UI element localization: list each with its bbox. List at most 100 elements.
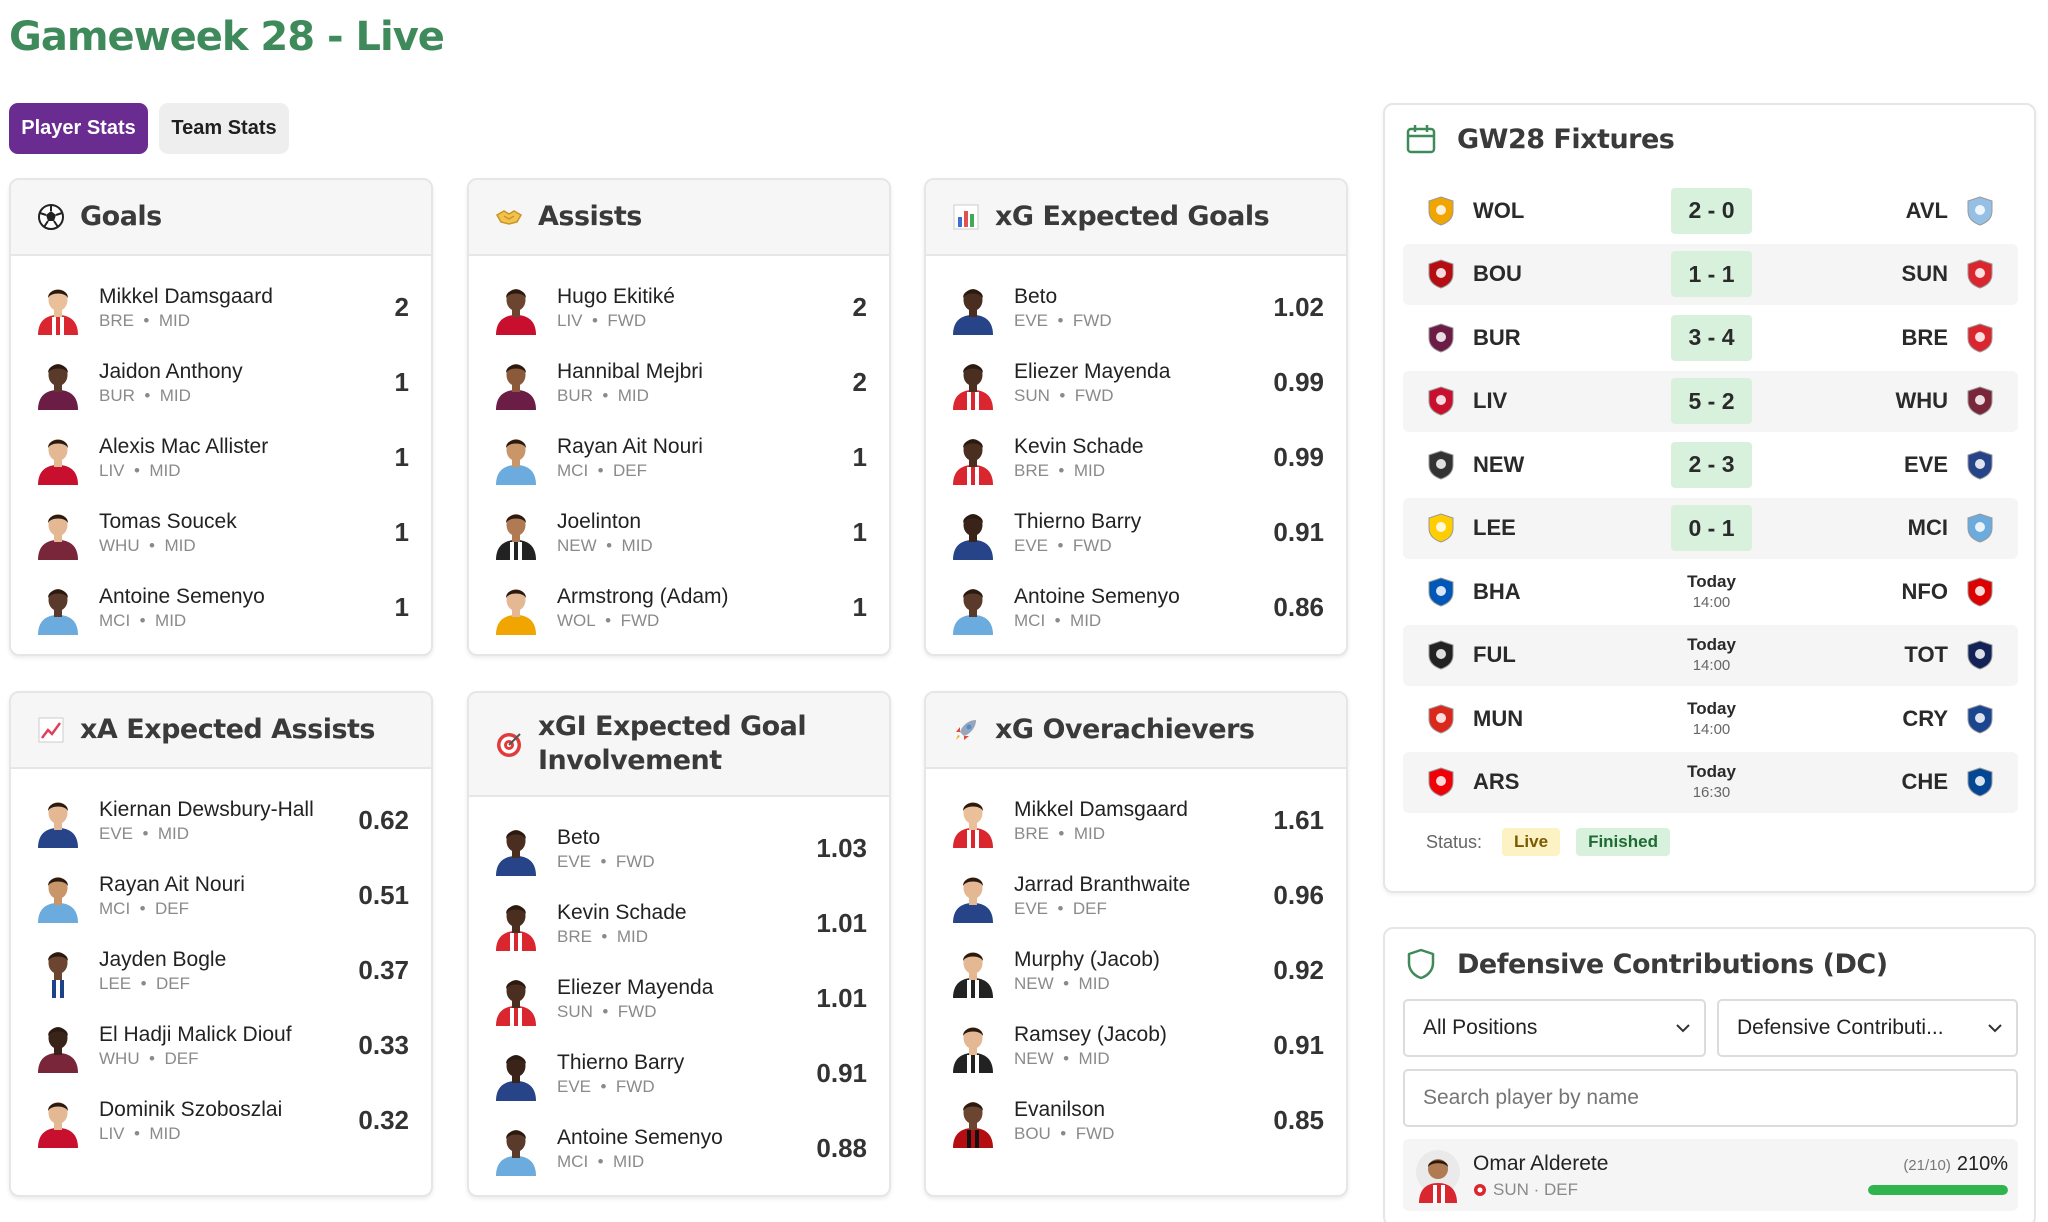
stat-card-xg-overachievers: xG Overachievers Mikkel Damsgaard BRE • … [924, 691, 1348, 1197]
team-crest-icon [1428, 195, 1454, 226]
fixtures-list: WOL 2 - 0 AVL BOU 1 - 1 SUN BUR 3 - 4 BR… [1403, 180, 2018, 815]
player-row[interactable]: Rayan Ait Nouri MCI • DEF 1 [469, 420, 889, 495]
fixture-row[interactable]: BOU 1 - 1 SUN [1403, 243, 2018, 305]
player-row[interactable]: Evanilson BOU • FWD 0.85 [926, 1083, 1346, 1158]
player-team: BRE [1014, 460, 1049, 480]
player-row[interactable]: Thierno Barry EVE • FWD 0.91 [469, 1036, 889, 1111]
player-position: MID [1073, 823, 1105, 843]
player-row[interactable]: Jayden Bogle LEE • DEF 0.37 [11, 933, 431, 1008]
player-stat-value: 1 [394, 517, 409, 547]
player-row[interactable]: Beto EVE • FWD 1.02 [926, 270, 1346, 345]
player-stat-value: 2 [852, 292, 867, 322]
player-row[interactable]: Beto EVE • FWD 1.03 [469, 811, 889, 886]
player-row[interactable]: Hannibal Mejbri BUR • MID 2 [469, 345, 889, 420]
fixture-row[interactable]: LEE 0 - 1 MCI [1403, 497, 2018, 559]
player-row[interactable]: Rayan Ait Nouri MCI • DEF 0.51 [11, 858, 431, 933]
player-position: FWD [615, 851, 655, 871]
player-meta: EVE • MID [99, 823, 190, 843]
player-team: LIV [557, 310, 583, 330]
fixture-row[interactable]: MUN Today 14:00 CRY [1403, 688, 2018, 749]
player-row[interactable]: Kiernan Dewsbury-Hall EVE • MID 0.62 [11, 783, 431, 858]
player-row[interactable]: Jaidon Anthony BUR • MID 1 [11, 345, 431, 420]
player-stat-value: 0.92 [1273, 955, 1324, 985]
soccer-ball-icon [36, 202, 66, 232]
player-row[interactable]: Antoine Semenyo MCI • MID 1 [11, 570, 431, 645]
player-row[interactable]: Antoine Semenyo MCI • MID 0.86 [926, 570, 1346, 645]
tab-player-stats[interactable]: Player Stats [9, 103, 148, 154]
player-row[interactable]: Antoine Semenyo MCI • MID 0.88 [469, 1111, 889, 1186]
fixture-row[interactable]: BUR 3 - 4 BRE [1403, 307, 2018, 368]
metric-select[interactable]: Defensive Contributi... [1717, 999, 2018, 1057]
player-row[interactable]: Mikkel Damsgaard BRE • MID 2 [11, 270, 431, 345]
dc-player-row[interactable]: Omar Alderete SUN · DEF (21/10) 210% [1403, 1139, 2018, 1211]
player-row[interactable]: Joelinton NEW • MID 1 [469, 495, 889, 570]
defensive-contributions-card: Defensive Contributions (DC) All Positio… [1383, 927, 2036, 1222]
player-avatar [953, 1026, 993, 1073]
player-team: MCI [99, 898, 131, 918]
stat-card-assists: Assists Hugo Ekitiké LIV • FWD 2 Hanniba… [467, 178, 891, 656]
player-row[interactable]: Kevin Schade BRE • MID 0.99 [926, 420, 1346, 495]
fixture-row[interactable]: ARS Today 16:30 CHE [1403, 751, 2018, 813]
fixture-away-team: SUN [1901, 261, 1948, 286]
player-row[interactable]: Eliezer Mayenda SUN • FWD 1.01 [469, 961, 889, 1036]
player-stat-value: 0.32 [358, 1105, 409, 1135]
player-name: Kevin Schade [557, 900, 687, 924]
fixture-row[interactable]: LIV 5 - 2 WHU [1403, 370, 2018, 432]
player-stat-value: 1 [852, 592, 867, 622]
team-crest-icon [1967, 640, 1993, 670]
player-meta: MCI • MID [557, 1151, 645, 1171]
fixture-row[interactable]: BHA Today 14:00 NFO [1403, 561, 2018, 622]
player-row[interactable]: Tomas Soucek WHU • MID 1 [11, 495, 431, 570]
player-avatar [496, 588, 536, 635]
player-row[interactable]: Jarrad Branthwaite EVE • DEF 0.96 [926, 858, 1346, 933]
position-select-value: All Positions [1423, 1016, 1538, 1039]
player-row[interactable]: Alexis Mac Allister LIV • MID 1 [11, 420, 431, 495]
player-position: DEF [1072, 898, 1107, 918]
position-select[interactable]: All Positions [1403, 999, 1706, 1057]
player-stat-value: 0.96 [1273, 880, 1324, 910]
player-team: BRE [557, 926, 592, 946]
player-row[interactable]: Ramsey (Jacob) NEW • MID 0.91 [926, 1008, 1346, 1083]
player-row[interactable]: El Hadji Malick Diouf WHU • DEF 0.33 [11, 1008, 431, 1083]
player-row[interactable]: Kevin Schade BRE • MID 1.01 [469, 886, 889, 961]
player-row[interactable]: Dominik Szoboszlai LIV • MID 0.32 [11, 1083, 431, 1158]
team-crest-icon [1428, 322, 1454, 353]
fixture-away-team: MCI [1907, 515, 1948, 540]
player-row[interactable]: Murphy (Jacob) NEW • MID 0.92 [926, 933, 1346, 1008]
fixture-day: Today [1687, 762, 1736, 781]
team-crest-icon [1967, 703, 1993, 734]
team-crest-icon [1474, 1184, 1486, 1196]
fixture-away-team: NFO [1901, 578, 1948, 604]
team-crest-icon [1967, 259, 1993, 289]
player-row[interactable]: Eliezer Mayenda SUN • FWD 0.99 [926, 345, 1346, 420]
player-meta: LIV • FWD [557, 310, 647, 330]
player-row[interactable]: Thierno Barry EVE • FWD 0.91 [926, 495, 1346, 570]
player-team: BRE [99, 310, 134, 330]
player-name: Mikkel Damsgaard [1014, 797, 1188, 821]
player-avatar [496, 438, 536, 485]
fixture-row[interactable]: NEW 2 - 3 EVE [1403, 434, 2018, 495]
team-crest-icon [1967, 576, 1993, 607]
fixture-home-team: BUR [1473, 324, 1521, 350]
fixture-home-team: LIV [1473, 388, 1508, 413]
fixture-row[interactable]: FUL Today 14:00 TOT [1403, 624, 2018, 686]
player-name: Kevin Schade [1014, 434, 1144, 458]
player-row[interactable]: Mikkel Damsgaard BRE • MID 1.61 [926, 783, 1346, 858]
fixture-time: 14:00 [1692, 657, 1731, 674]
player-row[interactable]: Armstrong (Adam) WOL • FWD 1 [469, 570, 889, 645]
player-position: FWD [1074, 385, 1114, 405]
tab-team-stats[interactable]: Team Stats [159, 103, 289, 154]
player-position: MID [616, 926, 648, 946]
player-search-input[interactable] [1403, 1069, 2018, 1127]
player-position: MID [157, 823, 190, 843]
player-row[interactable]: Hugo Ekitiké LIV • FWD 2 [469, 270, 889, 345]
fixture-row[interactable]: WOL 2 - 0 AVL [1403, 180, 2018, 241]
player-team: MCI [557, 460, 589, 480]
player-meta: MCI • DEF [557, 460, 648, 480]
player-position: FWD [615, 1076, 655, 1096]
fixture-home-team: ARS [1473, 769, 1520, 794]
player-meta: WHU • DEF [99, 1048, 199, 1068]
player-position: MID [1078, 973, 1110, 993]
player-meta: BRE • MID [1014, 460, 1105, 480]
chevron-down-icon [1988, 1024, 2002, 1033]
